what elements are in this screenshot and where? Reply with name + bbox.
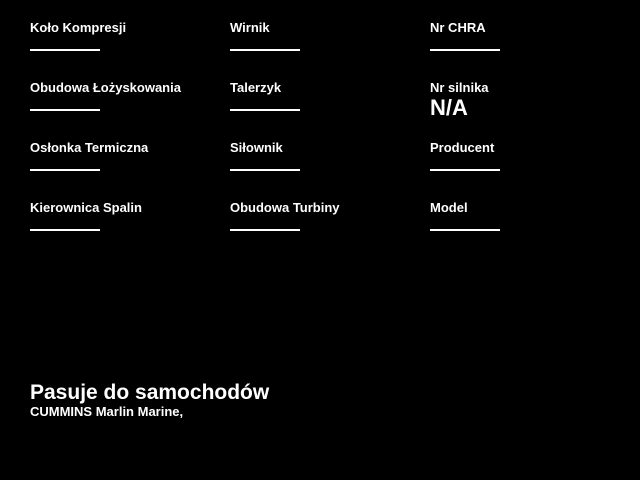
spec-field-kolo-kompresji: Koło Kompresji: [30, 20, 230, 80]
spec-grid: Koło Kompresji Wirnik Nr CHRA Obudowa Ło…: [30, 20, 630, 260]
spec-field-wirnik: Wirnik: [230, 20, 430, 80]
spec-field-label: Osłonka Termiczna: [30, 140, 149, 155]
spec-field-label: Wirnik: [230, 20, 270, 35]
fits-section-title: Pasuje do samochodów: [30, 381, 270, 404]
spec-field-oslonka-termiczna: Osłonka Termiczna: [30, 140, 230, 200]
spec-field-underline: [230, 49, 300, 51]
spec-field-label: Obudowa Łożyskowania: [30, 80, 181, 95]
spec-field-label: Obudowa Turbiny: [230, 200, 340, 215]
spec-field-label: Model: [430, 200, 468, 215]
spec-field-underline: [230, 229, 300, 231]
spec-field-underline: [430, 229, 500, 231]
fits-vehicles-list: CUMMINS Marlin Marine,: [30, 404, 184, 419]
spec-field-obudowa-lozyskowania: Obudowa Łożyskowania: [30, 80, 230, 140]
spec-field-value: N/A: [430, 95, 468, 120]
spec-field-silownik: Siłownik: [230, 140, 430, 200]
spec-field-producent: Producent: [430, 140, 630, 200]
spec-field-underline: [30, 169, 100, 171]
spec-field-underline: [230, 109, 300, 111]
spec-field-underline: [30, 229, 100, 231]
spec-field-underline: [430, 49, 500, 51]
spec-field-underline: [430, 169, 500, 171]
spec-field-underline: [30, 49, 100, 51]
spec-field-kierownica-spalin: Kierownica Spalin: [30, 200, 230, 260]
spec-field-underline: [230, 169, 300, 171]
spec-field-label: Nr CHRA: [430, 20, 486, 35]
spec-field-label: Siłownik: [230, 140, 283, 155]
spec-field-label: Kierownica Spalin: [30, 200, 142, 215]
spec-field-underline: [30, 109, 100, 111]
spec-field-talerzyk: Talerzyk: [230, 80, 430, 140]
spec-field-obudowa-turbiny: Obudowa Turbiny: [230, 200, 430, 260]
spec-field-nr-silnika: Nr silnika N/A: [430, 80, 630, 140]
spec-field-label: Talerzyk: [230, 80, 282, 95]
spec-field-label: Nr silnika: [430, 80, 489, 95]
spec-field-label: Producent: [430, 140, 495, 155]
spec-field-nr-chra: Nr CHRA: [430, 20, 630, 80]
spec-field-model: Model: [430, 200, 630, 260]
spec-field-label: Koło Kompresji: [30, 20, 127, 35]
fits-section: Pasuje do samochodów CUMMINS Marlin Mari…: [30, 381, 270, 420]
